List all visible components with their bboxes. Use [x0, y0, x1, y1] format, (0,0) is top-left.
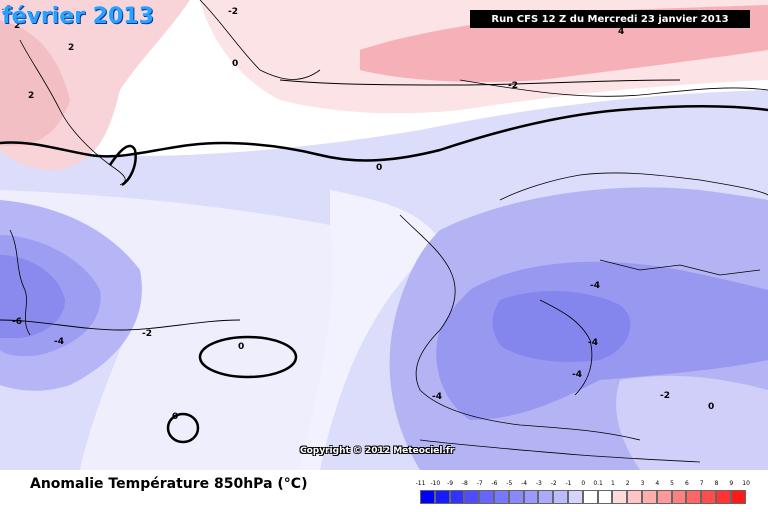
run-info-banner: Run CFS 12 Z du Mercredi 23 janvier 2013 — [470, 10, 750, 28]
legend-label: 10 — [742, 480, 750, 487]
legend-color-box — [464, 490, 480, 504]
contour-label: -2 — [142, 329, 152, 339]
legend-label: 1 — [610, 480, 615, 487]
contour-label: 0 — [238, 342, 244, 352]
contour-label: -2 — [2, 5, 12, 15]
legend-label: -10 — [430, 480, 441, 487]
legend-color-box — [597, 490, 613, 504]
contour-label: -4 — [54, 337, 64, 347]
legend-label: 9 — [729, 480, 734, 487]
legend-color-box — [686, 490, 702, 504]
legend-label: 5 — [670, 480, 674, 487]
legend-color-box — [656, 490, 672, 504]
legend-label: 0 — [581, 480, 586, 487]
legend-label: 8 — [714, 480, 719, 487]
contour-label: 0 — [172, 412, 178, 422]
contour-label: -2 — [228, 7, 238, 17]
contour-label: 4 — [618, 27, 624, 37]
legend-label: -4 — [521, 480, 528, 487]
legend-label: 4 — [655, 480, 660, 487]
contour-label: -4 — [572, 370, 582, 380]
legend-label: -8 — [461, 480, 468, 487]
legend-color-box — [538, 490, 554, 504]
variable-label: Anomalie Température 850hPa (°C) — [30, 476, 308, 492]
legend-color-box — [553, 490, 568, 504]
legend-color-box — [612, 490, 628, 504]
contour-label: 0 — [708, 402, 714, 412]
contour-label: 2 — [28, 91, 34, 101]
legend-color-box — [716, 490, 731, 504]
temperature-anomaly-map: 0 0 0 0 0 -2 -2 -2 -2 -4 -4 -4 -4 -4 -6 … — [0, 0, 768, 470]
legend-color-box — [568, 490, 583, 504]
legend-color-box — [730, 490, 746, 504]
legend-label: 2 — [625, 480, 630, 487]
legend-color-box — [420, 490, 435, 504]
legend-color-box — [449, 490, 465, 504]
contour-label: -2 — [660, 391, 670, 401]
legend-label: -2 — [550, 480, 557, 487]
copyright-notice: Copyright © 2012 Meteociel.fr — [300, 446, 455, 456]
legend-label: 0.1 — [593, 480, 603, 487]
legend-label: -9 — [447, 480, 454, 487]
legend-color-box — [627, 490, 642, 504]
contour-label: 2 — [14, 21, 20, 31]
contour-label: -6 — [12, 317, 22, 327]
legend-label: 6 — [684, 480, 689, 487]
contour-label: -4 — [432, 392, 442, 402]
legend-color-box — [479, 490, 494, 504]
legend-color-box — [701, 490, 716, 504]
contour-label: -4 — [588, 338, 598, 348]
legend-label: -5 — [506, 480, 513, 487]
legend-label: -1 — [565, 480, 572, 487]
footer: Anomalie Température 850hPa (°C) -11 -10-… — [0, 470, 768, 512]
legend-label: -7 — [476, 480, 483, 487]
contour-label: 0 — [376, 163, 382, 173]
legend-color-box — [434, 490, 450, 504]
legend-color-box — [523, 490, 539, 504]
contour-label: 0 — [232, 59, 238, 69]
legend-label: -6 — [491, 480, 498, 487]
legend-color-box — [671, 490, 687, 504]
legend-color-box — [582, 490, 598, 504]
legend-color-box — [642, 490, 657, 504]
contour-label: 2 — [68, 43, 74, 53]
legend-color-box — [494, 490, 509, 504]
legend-label: -3 — [535, 480, 542, 487]
contour-label: -2 — [508, 81, 518, 91]
month-title: février 2013 — [2, 4, 154, 29]
legend-color-box — [508, 490, 524, 504]
legend-label: -11 — [415, 480, 426, 487]
contour-label: -4 — [590, 281, 600, 291]
legend-label: 3 — [640, 480, 645, 487]
legend-label: 7 — [699, 480, 704, 487]
